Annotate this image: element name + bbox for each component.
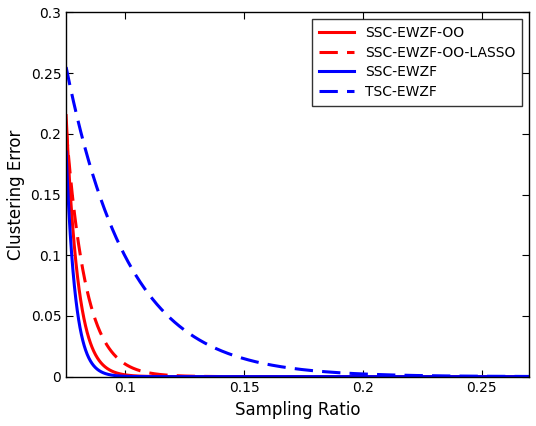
SSC-EWZF <box>63 150 69 155</box>
TSC-EWZF <box>526 374 532 379</box>
SSC-EWZF-OO-LASSO <box>86 299 93 304</box>
TSC-EWZF <box>512 374 519 379</box>
SSC-EWZF-OO <box>63 113 69 118</box>
Line: SSC-EWZF-OO: SSC-EWZF-OO <box>66 115 529 377</box>
SSC-EWZF-OO <box>512 374 519 379</box>
X-axis label: Sampling Ratio: Sampling Ratio <box>235 401 360 419</box>
SSC-EWZF <box>526 374 532 379</box>
SSC-EWZF-OO <box>86 338 93 343</box>
SSC-EWZF-OO-LASSO <box>276 374 282 379</box>
SSC-EWZF <box>288 374 294 379</box>
Line: TSC-EWZF: TSC-EWZF <box>66 67 529 377</box>
SSC-EWZF-OO-LASSO <box>427 374 434 379</box>
SSC-EWZF-OO <box>288 374 294 379</box>
TSC-EWZF <box>276 364 282 369</box>
SSC-EWZF <box>276 374 282 379</box>
SSC-EWZF-OO-LASSO <box>526 374 532 379</box>
SSC-EWZF-OO <box>512 374 519 379</box>
TSC-EWZF <box>512 374 519 379</box>
Line: SSC-EWZF-OO-LASSO: SSC-EWZF-OO-LASSO <box>66 128 529 377</box>
SSC-EWZF-OO-LASSO <box>512 374 519 379</box>
TSC-EWZF <box>63 64 69 69</box>
Legend: SSC-EWZF-OO, SSC-EWZF-OO-LASSO, SSC-EWZF, TSC-EWZF: SSC-EWZF-OO, SSC-EWZF-OO-LASSO, SSC-EWZF… <box>312 20 522 106</box>
SSC-EWZF <box>512 374 519 379</box>
SSC-EWZF <box>512 374 519 379</box>
SSC-EWZF-OO <box>526 374 532 379</box>
SSC-EWZF-OO <box>276 374 282 379</box>
Line: SSC-EWZF: SSC-EWZF <box>66 152 529 377</box>
TSC-EWZF <box>427 373 434 378</box>
TSC-EWZF <box>288 366 294 371</box>
TSC-EWZF <box>86 162 93 167</box>
SSC-EWZF-OO-LASSO <box>512 374 519 379</box>
SSC-EWZF-OO-LASSO <box>63 125 69 130</box>
SSC-EWZF <box>427 374 434 379</box>
Y-axis label: Clustering Error: Clustering Error <box>7 130 25 260</box>
SSC-EWZF-OO-LASSO <box>288 374 294 379</box>
SSC-EWZF <box>86 357 93 362</box>
SSC-EWZF-OO <box>427 374 434 379</box>
